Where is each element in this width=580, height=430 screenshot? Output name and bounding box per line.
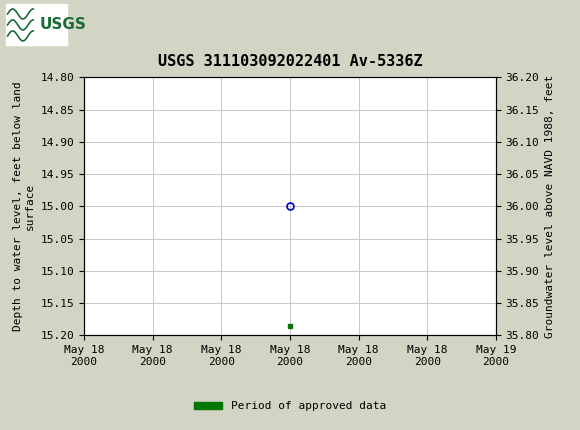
- Text: USGS: USGS: [39, 18, 86, 32]
- Y-axis label: Depth to water level, feet below land
surface: Depth to water level, feet below land su…: [13, 82, 35, 331]
- Y-axis label: Groundwater level above NAVD 1988, feet: Groundwater level above NAVD 1988, feet: [545, 75, 555, 338]
- Title: USGS 311103092022401 Av-5336Z: USGS 311103092022401 Av-5336Z: [158, 54, 422, 69]
- Legend: Period of approved data: Period of approved data: [190, 397, 390, 416]
- Bar: [6, 4, 67, 46]
